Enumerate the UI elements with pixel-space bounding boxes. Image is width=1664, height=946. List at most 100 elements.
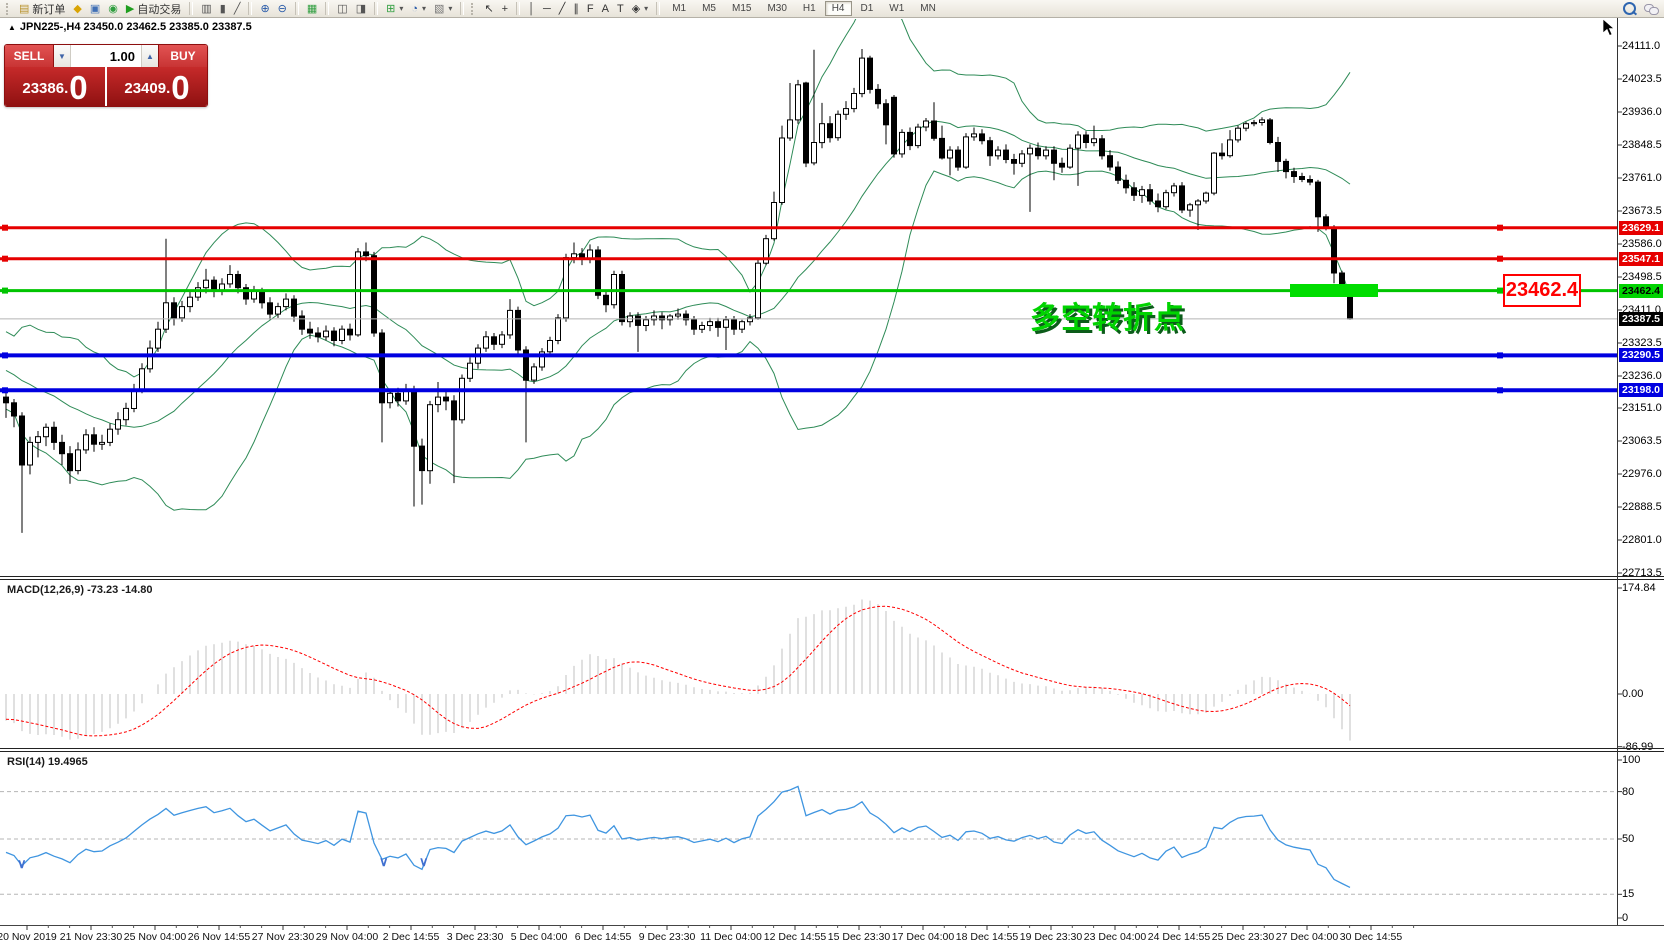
channel-button[interactable]: ∥	[569, 1, 583, 17]
date-axis-label: 9 Dec 23:30	[638, 931, 696, 943]
green-rectangle-object[interactable]	[1290, 284, 1378, 297]
text-button[interactable]: A	[598, 1, 613, 17]
chevron-down-icon[interactable]: ▾	[644, 4, 649, 13]
macd-signal-line	[5, 605, 1351, 737]
new-order-button[interactable]: ▤ 新订单	[15, 1, 69, 17]
marketwatch-button[interactable]: ◆	[69, 1, 85, 17]
volume-increase-button[interactable]: ▲	[141, 45, 158, 67]
symbol-info-text: JPN225-,H4 23450.0 23462.5 23385.0 23387…	[19, 21, 252, 33]
chat-icon[interactable]	[1644, 3, 1659, 15]
line-price-tag: 23198.0	[1619, 383, 1663, 398]
chevron-down-icon[interactable]: ▾	[399, 4, 404, 13]
price-axis-label: 24111.0	[1622, 40, 1661, 52]
volume-input[interactable]: 1.00	[109, 48, 135, 64]
line-chart-icon: ╱	[233, 2, 241, 15]
tile-windows-icon: ▦	[306, 2, 318, 15]
navigator-icon: ▣	[89, 2, 101, 15]
autotrade-button[interactable]: ▶ 自动交易	[122, 1, 185, 17]
trendline-button[interactable]: ╱	[555, 1, 570, 17]
timeframe-d1-button[interactable]: D1	[860, 3, 874, 14]
toolbar-separator	[516, 2, 521, 15]
indicators-button[interactable]: ⊞ ▾	[382, 1, 407, 17]
chevron-down-icon[interactable]: ▾	[448, 4, 453, 13]
line-chart-button[interactable]: ╱	[230, 1, 245, 17]
label-button[interactable]: T	[613, 1, 628, 17]
buy-price: 23409.	[124, 80, 171, 97]
buy-price-button[interactable]: 23409. 0	[107, 67, 207, 106]
timeframe-mn-button[interactable]: MN	[920, 3, 936, 14]
crosshair-button[interactable]: +	[498, 1, 512, 17]
date-axis-label: 3 Dec 23:30	[446, 931, 504, 943]
toolbar-separator	[460, 2, 465, 15]
timeframe-m15-button[interactable]: M15	[732, 3, 752, 14]
indicators-add-icon: ⊞	[386, 2, 396, 15]
search-icon[interactable]	[1623, 2, 1636, 15]
price-axis-label: 23063.5	[1622, 435, 1662, 448]
symbol-info: ▲ JPN225-,H4 23450.0 23462.5 23385.0 2338…	[8, 21, 252, 33]
vertical-line-button[interactable]: │	[524, 1, 539, 17]
cursor-button[interactable]: ↖	[480, 1, 497, 17]
date-axis-label: 20 Nov 2019	[0, 931, 57, 943]
line-anchor[interactable]	[2, 224, 8, 231]
sell-price-button[interactable]: 23386. 0	[5, 67, 105, 106]
line-anchor[interactable]	[1497, 255, 1503, 262]
tile-windows-button[interactable]: ▦	[303, 1, 321, 17]
toolbar-separator	[656, 2, 661, 15]
price-axis-label: 22888.5	[1622, 501, 1662, 514]
price-axis-label: 23761.0	[1622, 171, 1662, 184]
line-anchor[interactable]	[1497, 287, 1503, 294]
line-anchor[interactable]	[2, 387, 8, 394]
toolbar-separator	[248, 2, 253, 15]
volume-decrease-button[interactable]: ▼	[54, 45, 71, 67]
terminal-button[interactable]: ◉	[104, 1, 122, 17]
price-axis-label: 22976.0	[1622, 468, 1662, 481]
timeframe-m1-button[interactable]: M1	[672, 3, 687, 14]
buy-button[interactable]: BUY	[159, 45, 207, 67]
horizontal-line-icon: ─	[542, 2, 551, 15]
auto-scroll-button[interactable]: ◫	[333, 1, 351, 17]
templates-button[interactable]: ▧ ▾	[430, 1, 456, 17]
timeframe-m30-button[interactable]: M30	[767, 3, 787, 14]
line-price-tag: 23629.1	[1619, 220, 1663, 235]
price-axis-label: 23498.5	[1622, 270, 1662, 283]
price-callout-box[interactable]: 23462.4	[1503, 274, 1581, 307]
timeframe-h4-button[interactable]: H4	[824, 1, 852, 16]
buy-price-big-digit: 0	[171, 69, 190, 106]
line-anchor[interactable]	[2, 287, 8, 294]
sell-arrow-icon: ∨	[17, 856, 27, 871]
chart-shift-button[interactable]: ◨	[352, 1, 370, 17]
fibonacci-button[interactable]: F	[583, 1, 598, 17]
horizontal-line-button[interactable]: ─	[539, 1, 555, 17]
candlestick-chart-button[interactable]: ▮	[216, 1, 230, 17]
date-axis-label: 15 Dec 23:30	[827, 931, 891, 943]
candlestick-chart-icon: ▮	[219, 2, 226, 15]
line-anchor[interactable]	[2, 255, 8, 262]
arrange-vertical-icon: ◨	[355, 2, 367, 15]
zoom-out-button[interactable]: ⊖	[274, 1, 291, 17]
periods-button[interactable]: ◔ ▾	[407, 1, 430, 17]
zoom-out-icon: ⊖	[277, 2, 287, 15]
zoom-in-button[interactable]: ⊕	[256, 1, 273, 17]
timeframe-w1-button[interactable]: W1	[889, 3, 905, 14]
label-icon: T	[616, 2, 624, 15]
shapes-button[interactable]: ◈ ▾	[628, 1, 652, 17]
line-anchor[interactable]	[1497, 352, 1503, 359]
new-order-button-label: 新订单	[32, 3, 66, 16]
line-anchor[interactable]	[2, 352, 8, 359]
navigator-button[interactable]: ▣	[86, 1, 104, 17]
date-axis-label: 26 Nov 14:55	[187, 931, 251, 943]
price-axis-label: 23673.5	[1622, 204, 1662, 217]
timeframe-h1-button[interactable]: H1	[802, 3, 816, 14]
price-axis-label: 24023.5	[1622, 72, 1662, 85]
sell-button[interactable]: SELL	[5, 45, 53, 67]
line-anchor[interactable]	[1497, 387, 1503, 394]
chevron-down-icon[interactable]: ▾	[422, 4, 427, 13]
bar-chart-button[interactable]: ▥	[197, 1, 215, 17]
collapse-panel-icon[interactable]: ▲	[8, 23, 16, 32]
toolbar-separator	[294, 2, 299, 15]
one-click-trade-panel: SELL ▼ 1.00 ▲ BUY 23386. 0 23409. 0	[4, 44, 208, 107]
line-anchor[interactable]	[1497, 224, 1503, 231]
timeframe-m5-button[interactable]: M5	[702, 3, 716, 14]
date-axis-label: 12 Dec 14:55	[763, 931, 827, 943]
